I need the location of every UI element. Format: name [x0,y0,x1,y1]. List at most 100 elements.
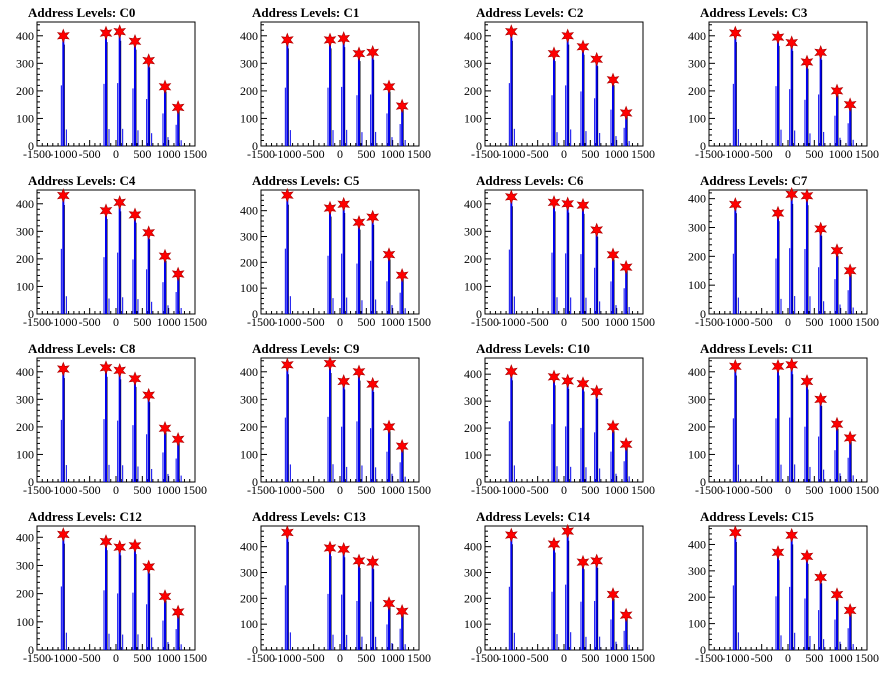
peak-marker [352,214,366,230]
plot-frame [484,357,644,483]
y-tick-label: 100 [240,617,258,631]
x-tick-label: -1000 [273,147,301,161]
peak-marker [830,416,844,432]
y-tick-label: 200 [464,252,482,266]
chart-panel-4: Address Levels: C4 0 100 200 300 400 -1500-100… [16,173,207,329]
x-tick-label: 0 [337,315,343,329]
plot-frame [708,525,868,651]
peak-marker [382,247,396,262]
y-tick-label: 200 [688,84,706,98]
x-tick-label: 1500 [631,147,655,161]
y-tick-label: 200 [464,421,482,435]
y-tick-label: 100 [464,279,482,293]
x-tick-label: -1500 [471,651,499,665]
peak-marker [113,195,127,210]
peak-marker [619,607,633,623]
x-tick-label: 1000 [381,483,405,497]
peak-marker [728,197,742,212]
x-tick-label: -500 [751,315,773,329]
y-tick-label: 300 [16,56,34,70]
y-tick-label: 400 [464,197,482,211]
x-tick-label: 1500 [183,315,207,329]
peak-marker [142,53,156,68]
y-tick-label: 100 [240,447,258,461]
chart-title: Address Levels: C2 [476,5,583,20]
x-tick-label: 500 [357,315,375,329]
y-tick-label: 0 [28,643,34,657]
x-tick-label: 1500 [407,651,431,665]
peak-marker [395,98,409,114]
chart-title: Address Levels: C9 [252,341,360,356]
y-tick-label: 0 [700,475,706,489]
x-tick-label: 1000 [157,147,181,161]
peak-marker [158,589,172,604]
x-tick-label: -500 [751,483,773,497]
y-tick-label: 0 [476,643,482,657]
chart-panel-10: Address Levels: C10 0 100 200 300 400 -1500-10… [464,341,655,497]
y-tick-label: 400 [464,367,482,381]
x-tick-label: 1500 [407,147,431,161]
x-tick-label: 1500 [183,651,207,665]
y-tick-label: 400 [16,365,34,379]
y-tick-label: 0 [28,475,34,489]
chart-title: Address Levels: C1 [252,5,359,20]
y-tick-label: 0 [476,475,482,489]
y-tick-label: 100 [688,447,706,461]
x-tick-label: -500 [751,147,773,161]
x-tick-label: -1000 [49,315,77,329]
chart-panel-15: Address Levels: C15 0 100 200 300 400 -1500-10… [688,509,879,665]
y-tick-label: 0 [476,307,482,321]
peak-marker [504,24,518,39]
peak-marker [590,222,604,238]
x-tick-label: 1500 [631,483,655,497]
peak-marker [771,358,785,374]
peak-marker [619,105,633,121]
x-tick-label: -500 [527,483,549,497]
x-tick-label: -500 [79,483,101,497]
chart-title: Address Levels: C8 [28,341,136,356]
x-tick-label: -500 [527,315,549,329]
y-tick-label: 200 [16,84,34,98]
y-tick-label: 400 [240,365,258,379]
chart-title: Address Levels: C3 [700,5,808,20]
y-tick-label: 300 [240,230,258,244]
x-tick-label: -500 [527,147,549,161]
x-tick-label: -1500 [695,315,723,329]
x-tick-label: 1500 [183,147,207,161]
x-tick-label: -1000 [721,147,749,161]
y-tick-label: 100 [688,617,706,631]
peak-marker [158,79,172,95]
plot-frame [36,189,196,315]
chart-title: Address Levels: C7 [700,173,808,188]
x-tick-label: -1500 [695,483,723,497]
y-tick-label: 300 [16,392,34,406]
y-tick-label: 200 [240,591,258,605]
y-tick-label: 100 [464,448,482,462]
x-tick-label: 500 [133,483,151,497]
x-tick-label: -500 [303,651,325,665]
peak-marker [56,28,70,44]
peak-marker [171,604,185,620]
x-tick-label: -1000 [273,315,301,329]
peak-marker [99,534,113,549]
peak-marker [547,195,561,210]
peak-marker [843,97,857,113]
x-tick-label: 500 [581,483,599,497]
peak-marker [128,33,142,49]
chart-panel-9: Address Levels: C9 0 100 200 300 400 -1500-100… [240,341,431,497]
x-tick-label: 1500 [631,651,655,665]
y-tick-label: 300 [688,564,706,578]
peak-marker [619,259,633,275]
y-tick-label: 300 [16,224,34,238]
y-tick-label: 100 [240,111,258,125]
peak-marker [800,54,814,70]
chart-panel-12: Address Levels: C12 0 100 200 300 400 -1500-10… [16,509,207,665]
peak-marker [785,357,799,373]
y-tick-label: 400 [688,29,706,43]
peak-marker [337,196,351,212]
y-tick-label: 400 [464,540,482,554]
y-tick-label: 0 [476,139,482,153]
y-tick-label: 300 [240,392,258,406]
y-tick-label: 0 [28,139,34,153]
